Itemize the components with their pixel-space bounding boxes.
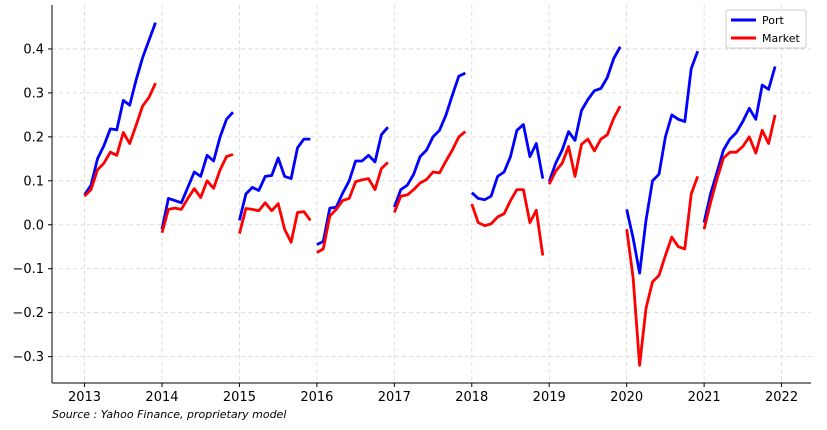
x-tick-label: 2021 xyxy=(688,390,721,405)
market-line-segment-7 xyxy=(625,175,700,367)
market-line-segment-6 xyxy=(547,105,622,185)
y-tick-label: −0.2 xyxy=(12,306,44,321)
legend-label-market: Market xyxy=(762,32,800,45)
port-line-segment-6 xyxy=(547,46,622,183)
x-tick-label: 2015 xyxy=(223,390,256,405)
legend-label-port: Port xyxy=(762,14,784,27)
y-tick-label: −0.1 xyxy=(12,262,44,277)
port-line-segment-4 xyxy=(392,71,466,208)
tick-labels: 2013 2014 2015 2016 2017 2018 2019 2020 2021 2022… xyxy=(12,42,798,405)
x-tick-label: 2013 xyxy=(68,390,101,405)
source-note: Source : Yahoo Finance, proprietary mode… xyxy=(52,408,287,421)
x-tick-label: 2018 xyxy=(455,390,488,405)
legend: Port Market xyxy=(725,9,807,49)
x-tick-label: 2016 xyxy=(300,390,333,405)
series-layer xyxy=(83,22,777,367)
port-line-segment-7 xyxy=(625,50,700,275)
y-tick-label: −0.3 xyxy=(12,350,44,365)
port-line-segment-3 xyxy=(316,126,389,246)
market-line-segment-1 xyxy=(160,153,234,234)
y-tick-label: 0.3 xyxy=(23,86,44,101)
y-tick-label: 0.1 xyxy=(23,174,44,189)
port-line-segment-2 xyxy=(238,137,311,221)
port-line-segment-1 xyxy=(160,111,235,230)
grid xyxy=(52,5,811,383)
market-line-segment-5 xyxy=(470,188,545,256)
y-tick-label: 0.2 xyxy=(23,130,44,145)
y-tick-label: 0.4 xyxy=(23,42,44,57)
x-tick-label: 2014 xyxy=(145,390,178,405)
market-line-segment-8 xyxy=(702,114,777,230)
y-tick-label: 0.0 xyxy=(23,218,44,233)
x-tick-label: 2019 xyxy=(533,390,566,405)
x-tick-label: 2022 xyxy=(765,390,798,405)
market-line-segment-2 xyxy=(238,201,312,244)
port-line-segment-8 xyxy=(702,66,777,223)
x-tick-label: 2020 xyxy=(610,390,643,405)
port-line-segment-0 xyxy=(83,22,157,196)
axes xyxy=(48,5,811,387)
port-line-segment-5 xyxy=(470,123,545,202)
x-tick-label: 2017 xyxy=(378,390,411,405)
market-line-segment-0 xyxy=(83,82,157,198)
market-line-segment-3 xyxy=(316,161,389,254)
market-line-segment-4 xyxy=(392,130,467,214)
